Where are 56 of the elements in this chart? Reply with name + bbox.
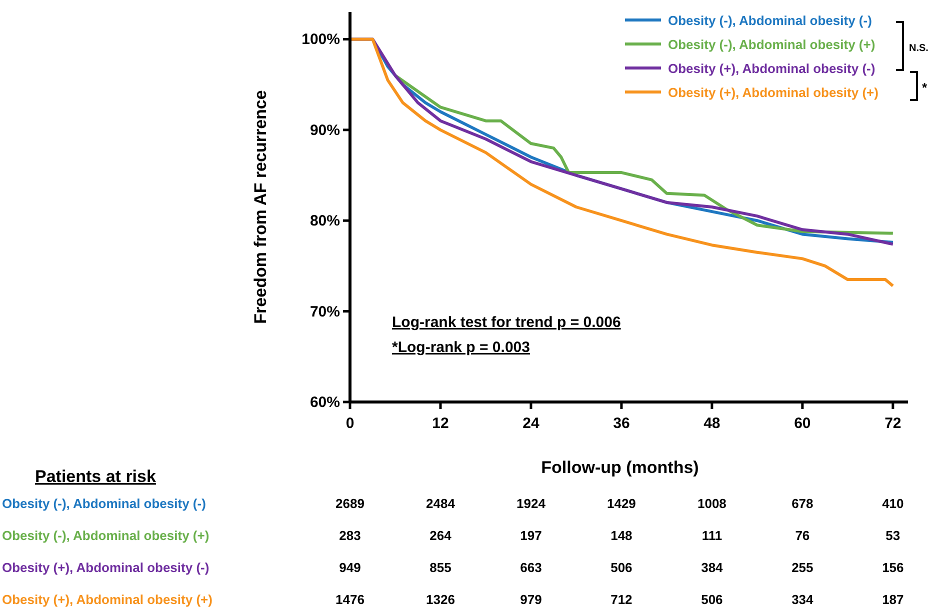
text: 1326 — [426, 592, 455, 607]
text: 283 — [339, 528, 361, 543]
text: 678 — [792, 496, 814, 511]
legend-label: Obesity (+), Abdominal obesity (-) — [668, 61, 876, 76]
legend-label: Obesity (+), Abdominal obesity (+) — [668, 85, 878, 100]
text: Obesity (+), Abdominal obesity (+) — [2, 592, 212, 607]
x-tick-label: 24 — [522, 415, 540, 432]
y-tick-label: 60% — [310, 394, 340, 411]
text: Obesity (-), Abdominal obesity (-) — [2, 496, 206, 511]
x-tick-label: 60 — [794, 415, 811, 432]
text: 506 — [701, 592, 723, 607]
x-axis-title: Follow-up (months) — [541, 458, 699, 477]
y-tick-label: 100% — [302, 31, 340, 48]
text: * — [922, 80, 928, 95]
x-tick-label: 72 — [884, 415, 902, 432]
text: 1476 — [336, 592, 364, 607]
text: 506 — [610, 560, 632, 575]
text: 384 — [701, 560, 724, 575]
text: 111 — [702, 528, 722, 543]
text: 712 — [610, 592, 632, 607]
line-series — [348, 38, 894, 288]
text: 2689 — [336, 496, 364, 511]
x-tick-label: 0 — [346, 415, 354, 432]
text: 949 — [339, 560, 361, 575]
x-tick-label: 48 — [704, 415, 720, 432]
text: 1924 — [516, 496, 546, 511]
text: 979 — [520, 592, 542, 607]
y-tick-label: 90% — [310, 122, 340, 139]
text: 187 — [882, 592, 904, 607]
text: N.S. — [909, 43, 929, 54]
text: Obesity (-), Abdominal obesity (+) — [2, 528, 210, 543]
text: 76 — [795, 528, 810, 543]
text: 255 — [792, 560, 814, 575]
y-axis-title: Freedom from AF recurrence — [251, 90, 270, 324]
x-tick-label: 36 — [613, 415, 630, 432]
text: 855 — [430, 560, 452, 575]
legend-label: Obesity (-), Abdominal obesity (-) — [668, 13, 872, 28]
text: 53 — [886, 528, 900, 543]
text: Obesity (+), Abdominal obesity (-) — [2, 560, 210, 575]
x-tick-label: 12 — [432, 415, 449, 432]
text: 148 — [610, 528, 632, 543]
text: 410 — [882, 496, 904, 511]
text: Patients at risk — [35, 467, 156, 486]
text: 2484 — [426, 496, 456, 511]
text: 334 — [792, 592, 814, 607]
text: 156 — [882, 560, 904, 575]
text: 1008 — [697, 496, 726, 511]
annotation: Log-rank test for trend p = 0.006 — [392, 314, 621, 331]
text: 1429 — [607, 496, 636, 511]
annotation: *Log-rank p = 0.003 — [392, 339, 530, 356]
legend-label: Obesity (-), Abdominal obesity (+) — [668, 37, 876, 52]
text: 197 — [520, 528, 542, 543]
y-tick-label: 70% — [310, 303, 340, 320]
y-tick-label: 80% — [310, 212, 340, 230]
text: 663 — [520, 560, 542, 575]
text: 264 — [430, 528, 452, 543]
